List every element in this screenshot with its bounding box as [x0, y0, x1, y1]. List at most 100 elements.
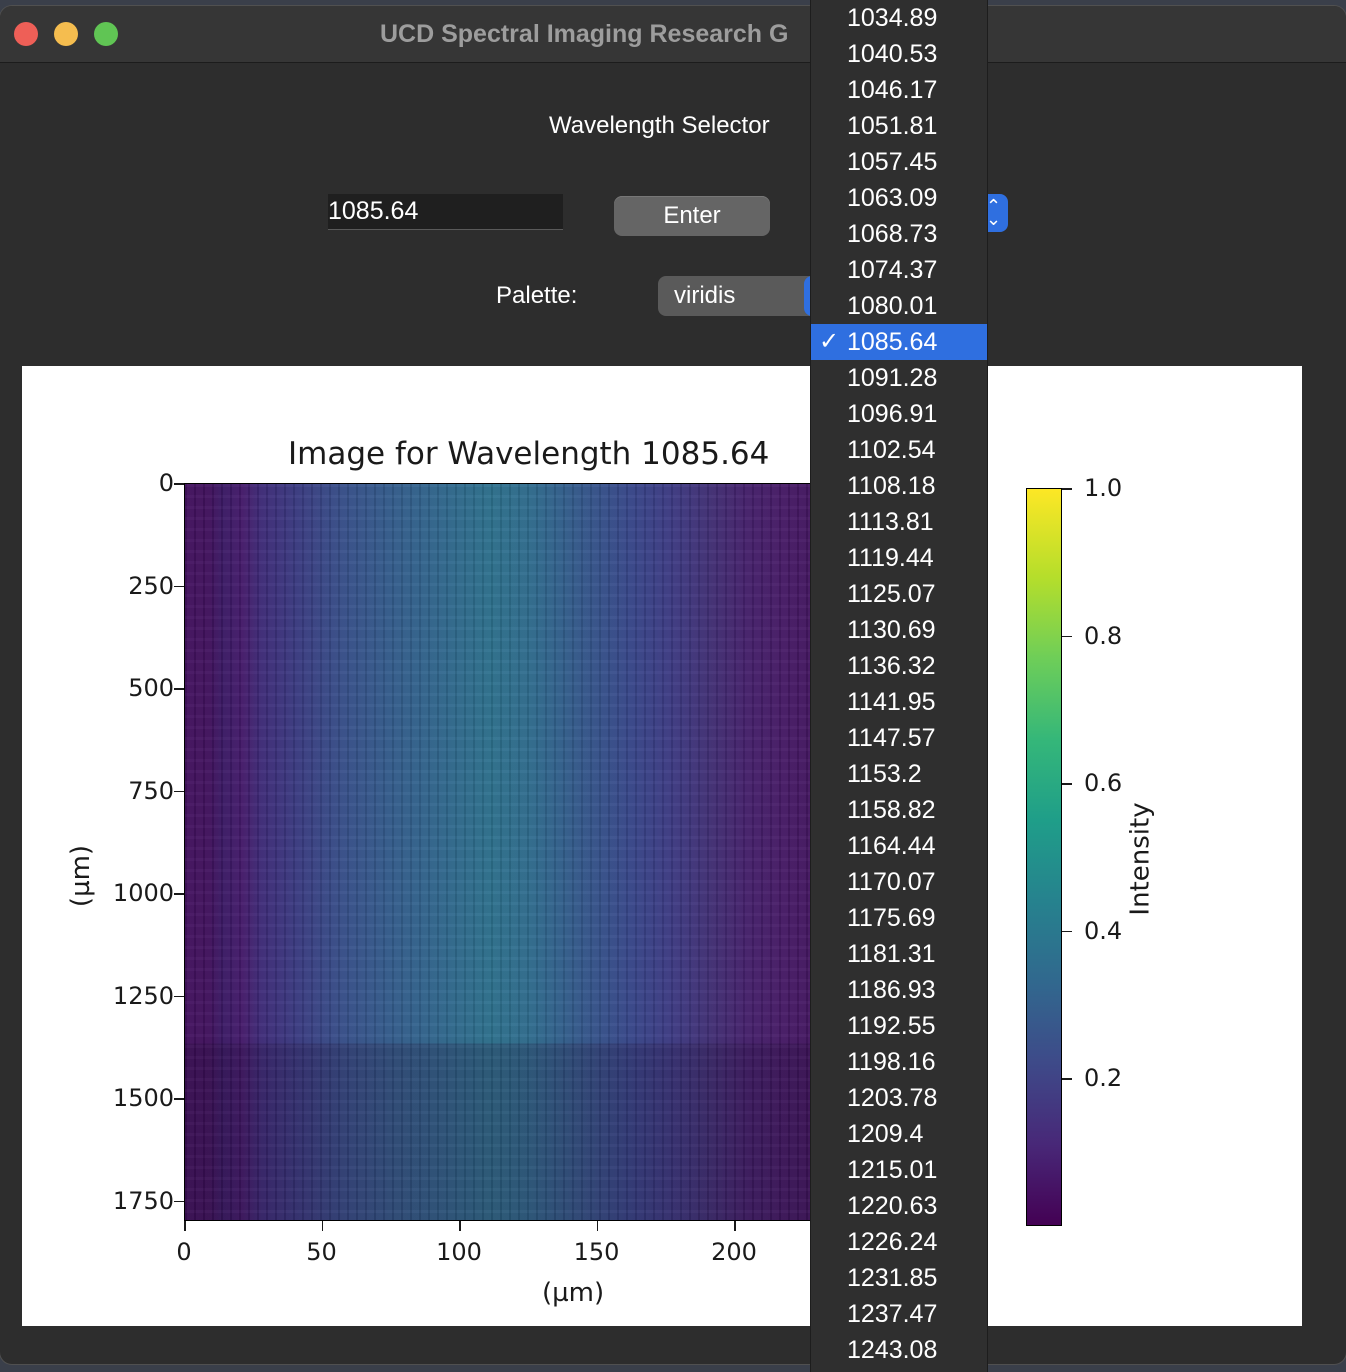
dropdown-option-label: 1096.91	[847, 400, 938, 428]
dropdown-option-label: 1136.32	[847, 652, 936, 680]
dropdown-option-label: 1198.16	[847, 1048, 936, 1076]
dropdown-option[interactable]: 1203.78	[811, 1080, 987, 1116]
dropdown-option[interactable]: 1226.24	[811, 1224, 987, 1260]
y-tick-label: 500	[128, 674, 174, 702]
dropdown-option-label: 1181.31	[847, 940, 936, 968]
palette-select[interactable]: viridis	[658, 276, 828, 316]
enter-button[interactable]: Enter	[614, 196, 770, 236]
dropdown-option[interactable]: 1175.69	[811, 900, 987, 936]
y-tick-mark	[174, 893, 184, 895]
dropdown-option[interactable]: 1141.95	[811, 684, 987, 720]
colorbar-tick-mark	[1062, 783, 1072, 785]
colorbar	[1026, 488, 1062, 1226]
x-tick-mark	[321, 1221, 323, 1231]
dropdown-option-label: 1040.53	[847, 40, 938, 68]
dropdown-option-label: 1158.82	[847, 796, 936, 824]
dropdown-option-label: 1063.09	[847, 184, 938, 212]
dropdown-option[interactable]: 1237.47	[811, 1296, 987, 1332]
dropdown-option[interactable]: 1046.17	[811, 72, 987, 108]
dropdown-option-label: 1091.28	[847, 364, 938, 392]
dropdown-option-label: 1203.78	[847, 1084, 938, 1112]
dropdown-option-label: 1186.93	[847, 976, 936, 1004]
dropdown-option[interactable]: 1181.31	[811, 936, 987, 972]
x-tick-label: 50	[306, 1238, 337, 1266]
palette-value: viridis	[674, 282, 736, 309]
dropdown-option[interactable]: 1034.89	[811, 0, 987, 36]
y-tick-label: 0	[158, 469, 174, 497]
wavelength-dropdown-menu[interactable]: 1034.89 1040.53 1046.17 1051.81 1057.45 1063.…	[810, 0, 988, 1372]
dropdown-option[interactable]: 1209.4	[811, 1116, 987, 1152]
dropdown-option[interactable]: 1091.28	[811, 360, 987, 396]
y-tick-label: 1250	[112, 981, 174, 1010]
dropdown-option[interactable]: 1170.07	[811, 864, 987, 900]
dropdown-option-label: 1057.45	[847, 148, 938, 176]
dropdown-option-label: 1147.57	[847, 724, 936, 752]
app-window: UCD Spectral Imaging Research G Waveleng…	[0, 6, 1346, 1364]
dropdown-option-label: 1153.2	[847, 760, 922, 788]
dropdown-option-label: 1085.64	[847, 328, 938, 356]
checkmark-icon: ✓	[819, 328, 840, 355]
dropdown-option[interactable]: 1040.53	[811, 36, 987, 72]
colorbar-tick-label: 0.8	[1084, 621, 1123, 650]
window-title: UCD Spectral Imaging Research G	[380, 20, 789, 48]
y-tick-label: 1750	[112, 1186, 174, 1215]
dropdown-option[interactable]: 1231.85	[811, 1260, 987, 1296]
dropdown-option[interactable]: 1136.32	[811, 648, 987, 684]
dropdown-option[interactable]: 1119.44	[811, 540, 987, 576]
y-tick-label: 1000	[112, 879, 174, 907]
plot-canvas: Image for Wavelength 1085.64 0 250 500 750 1…	[22, 366, 1302, 1326]
dropdown-option[interactable]: 1130.69	[811, 612, 987, 648]
dropdown-option[interactable]: 1198.16	[811, 1044, 987, 1080]
dropdown-option[interactable]: 1186.93	[811, 972, 987, 1008]
dropdown-option-label: 1231.85	[847, 1264, 938, 1292]
heatmap-image	[184, 483, 824, 1221]
x-tick-label: 200	[711, 1238, 757, 1266]
y-tick-mark	[174, 1200, 184, 1202]
y-tick-mark	[174, 790, 184, 792]
dropdown-option[interactable]: 1051.81	[811, 108, 987, 144]
dropdown-option[interactable]: 1096.91	[811, 396, 987, 432]
dropdown-option[interactable]: 1147.57	[811, 720, 987, 756]
colorbar-tick-mark	[1062, 1078, 1072, 1080]
dropdown-option[interactable]: 1102.54	[811, 432, 987, 468]
dropdown-option[interactable]: 1220.63	[811, 1188, 987, 1224]
dropdown-option-label: 1068.73	[847, 220, 938, 248]
dropdown-option-label: 1215.01	[847, 1156, 938, 1184]
colorbar-label: Intensity	[1125, 802, 1156, 916]
x-axis-label: (µm)	[542, 1278, 605, 1308]
colorbar-tick-mark	[1062, 635, 1072, 638]
dropdown-option-label: 1220.63	[847, 1192, 938, 1220]
dropdown-option[interactable]: 1215.01	[811, 1152, 987, 1188]
y-tick-label: 750	[128, 776, 174, 805]
dropdown-option[interactable]: 1158.82	[811, 792, 987, 828]
wavelength-input[interactable]	[328, 194, 563, 230]
colorbar-tick-label: 1.0	[1084, 474, 1123, 502]
dropdown-option-label: 1119.44	[847, 544, 934, 572]
dropdown-option[interactable]: 1074.37	[811, 252, 987, 288]
dropdown-option[interactable]: 1063.09	[811, 180, 987, 216]
dropdown-option-label: 1226.24	[847, 1228, 938, 1256]
dropdown-option[interactable]: 1153.2	[811, 756, 987, 792]
dropdown-option[interactable]: 1068.73	[811, 216, 987, 252]
dropdown-option[interactable]: 1080.01	[811, 288, 987, 324]
dropdown-option[interactable]: 1164.44	[811, 828, 987, 864]
y-tick-label: 250	[128, 571, 174, 600]
colorbar-tick-label: 0.2	[1084, 1064, 1123, 1093]
dropdown-option[interactable]: 1108.18	[811, 468, 987, 504]
minimize-window-button[interactable]	[54, 22, 78, 46]
dropdown-option-label: 1108.18	[847, 472, 936, 500]
x-tick-label: 0	[176, 1238, 192, 1266]
dropdown-option[interactable]: 1125.07	[811, 576, 987, 612]
dropdown-option[interactable]: 1192.55	[811, 1008, 987, 1044]
x-tick-label: 100	[436, 1238, 482, 1266]
x-tick-mark	[596, 1221, 598, 1231]
dropdown-option[interactable]: ✓ 1085.64	[811, 324, 987, 360]
dropdown-option[interactable]: 1243.08	[811, 1332, 987, 1368]
y-tick-mark	[174, 585, 184, 587]
dropdown-option[interactable]: 1057.45	[811, 144, 987, 180]
close-window-button[interactable]	[14, 22, 38, 46]
zoom-window-button[interactable]	[94, 22, 118, 46]
up-down-chevron-icon: ⌃ ⌄	[986, 196, 1002, 229]
dropdown-option-label: 1170.07	[847, 868, 936, 896]
dropdown-option[interactable]: 1113.81	[811, 504, 987, 540]
